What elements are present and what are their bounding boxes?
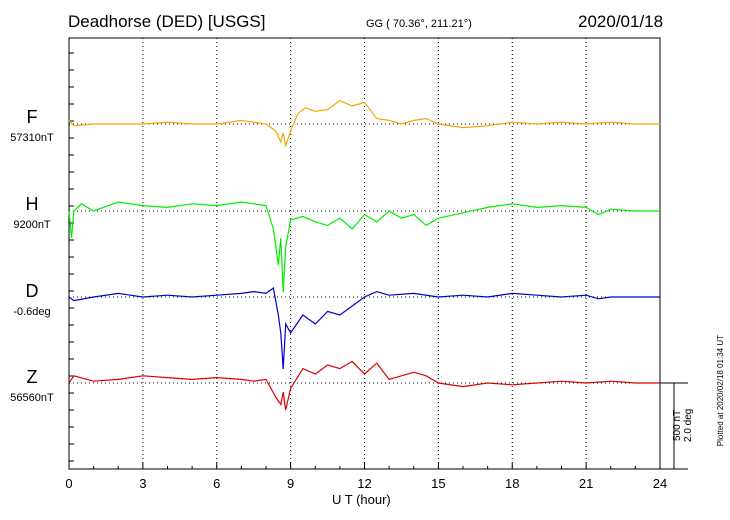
x-tick-label-12: 12 [357, 476, 371, 491]
station-title: Deadhorse (DED) [USGS] [68, 12, 266, 31]
x-tick-label-9: 9 [287, 476, 294, 491]
scale-label: 500 nT 2.0 deg [672, 408, 694, 442]
channel-baseline-f: 57310nT [10, 132, 54, 144]
x-tick-label-3: 3 [139, 476, 146, 491]
channel-baseline-z: 56560nT [10, 392, 54, 404]
x-tick-label-6: 6 [213, 476, 220, 491]
trace-f [68, 99, 660, 148]
plotted-timestamp: Plotted at 2020/02/18 01:34 UT [716, 335, 725, 447]
channel-label-d: D [25, 281, 39, 301]
x-tick-label-18: 18 [505, 476, 519, 491]
x-tick-label-21: 21 [579, 476, 593, 491]
x-axis-label: U T (hour) [332, 492, 391, 507]
x-tick-label-24: 24 [653, 476, 667, 491]
channel-label-h: H [25, 194, 39, 214]
trace-d [68, 286, 660, 370]
date-label: 2020/01/18 [578, 12, 664, 31]
channel-baseline-d: -0.6deg [13, 306, 51, 318]
channel-label-z: Z [26, 367, 38, 387]
trace-h [68, 201, 660, 293]
channel-baseline-h: 9200nT [13, 219, 51, 231]
channel-label-f: F [26, 107, 38, 127]
trace-z [68, 360, 660, 411]
coordinates-label: GG ( 70.36°, 211.21°) [366, 18, 472, 30]
x-tick-label-15: 15 [431, 476, 445, 491]
x-tick-label-0: 0 [65, 476, 72, 491]
